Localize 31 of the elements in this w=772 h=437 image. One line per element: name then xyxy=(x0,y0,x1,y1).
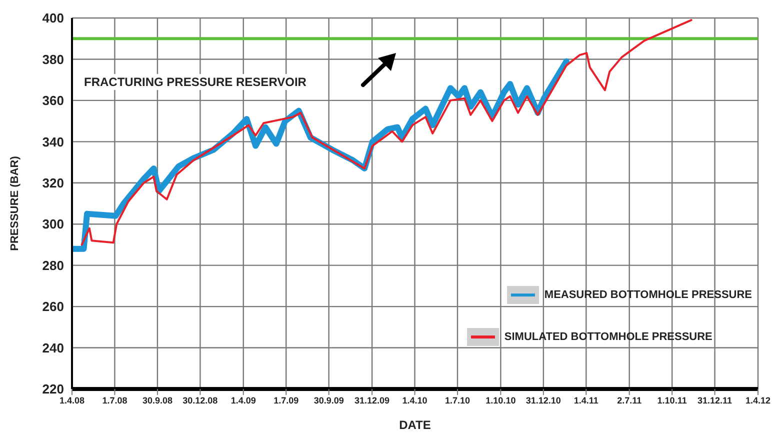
x-tick-label: 2.7.11 xyxy=(617,395,642,406)
annotation: FRACTURING PRESSURE RESERVOIR xyxy=(82,74,308,90)
x-tick-label: 31.12.11 xyxy=(698,395,732,406)
x-tick-label: 1.7.08 xyxy=(102,395,128,406)
x-tick-label: 31.12.09 xyxy=(354,395,390,406)
x-tick-label: 1.4.10 xyxy=(402,395,428,406)
x-tick-label: 30.9.09 xyxy=(314,395,344,406)
y-axis-title: PRESSURE (BAR) xyxy=(8,156,21,251)
y-tick-label: 340 xyxy=(42,134,64,150)
x-tick-label: 1.10.11 xyxy=(657,395,687,406)
x-tick-label: 1.4.08 xyxy=(59,395,85,406)
x-tick-label: 1.7.10 xyxy=(444,395,470,406)
x-axis-title: DATE xyxy=(399,418,431,432)
y-tick-label: 400 xyxy=(42,10,64,26)
x-tick-label: 30.12.08 xyxy=(182,395,218,406)
y-tick-label: 240 xyxy=(42,340,64,356)
x-tick-label: 30.9.08 xyxy=(142,395,172,406)
y-tick-label: 320 xyxy=(42,176,64,191)
x-tick-label: 1.7.09 xyxy=(274,395,299,406)
y-tick-label: 220 xyxy=(42,382,64,397)
x-tick-label: 1.10.10 xyxy=(486,395,516,406)
y-tick-label: 380 xyxy=(42,52,64,67)
y-tick-label: 260 xyxy=(42,299,64,314)
line-series xyxy=(80,19,692,246)
x-tick-label: 1.4.12 xyxy=(745,395,771,406)
x-tick-label: 1.4.09 xyxy=(230,395,256,406)
y-tick-label: 360 xyxy=(42,93,64,108)
x-tick-label: 1.4.11 xyxy=(574,395,598,406)
x-tick-label: 31.12.10 xyxy=(526,395,561,406)
y-tick-label: 300 xyxy=(42,216,64,232)
y-tick-label: 280 xyxy=(42,258,64,273)
